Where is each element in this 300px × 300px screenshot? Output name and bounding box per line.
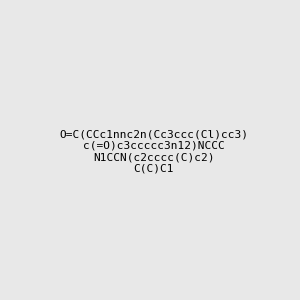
Text: O=C(CCc1nnc2n(Cc3ccc(Cl)cc3)
c(=O)c3ccccc3n12)NCCC
N1CCN(c2cccc(C)c2)
C(C)C1: O=C(CCc1nnc2n(Cc3ccc(Cl)cc3) c(=O)c3cccc… bbox=[59, 129, 248, 174]
